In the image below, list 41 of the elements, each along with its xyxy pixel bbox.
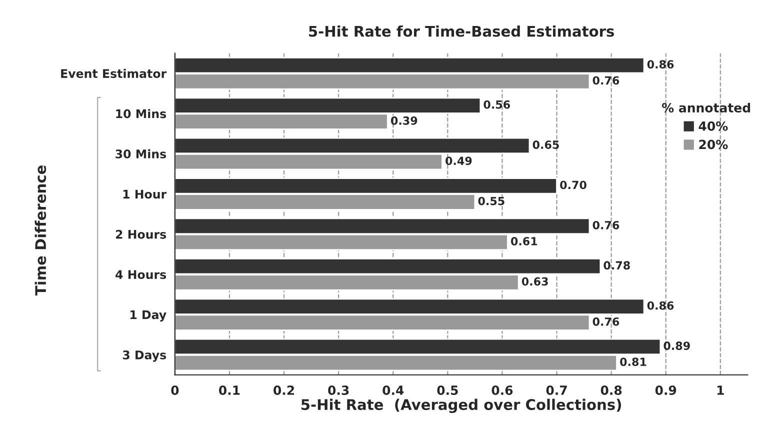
x-tick-label: 0.5 bbox=[437, 386, 458, 395]
data-label: 0.61 bbox=[510, 237, 538, 246]
data-label: 0.76 bbox=[592, 220, 620, 230]
data-label: 0.56 bbox=[484, 100, 510, 109]
y-tick-label: 1 Day bbox=[130, 310, 166, 322]
y-tick-label: 4 Hours bbox=[116, 270, 166, 280]
data-label: 0.39 bbox=[390, 116, 418, 125]
data-label: 0.55 bbox=[478, 196, 504, 206]
y-tick-label: 1 Hour bbox=[123, 190, 167, 199]
y-tick-label: 10 Mins bbox=[116, 109, 166, 118]
data-label: 0.81 bbox=[620, 358, 646, 366]
x-tick-label: 1 bbox=[717, 386, 724, 395]
x-tick-label: 0.1 bbox=[219, 386, 240, 395]
x-tick-label: 0 bbox=[171, 386, 179, 395]
x-tick-label: 0.6 bbox=[492, 386, 513, 395]
data-label: 0.49 bbox=[446, 156, 472, 166]
y-tick-label: 3 Days bbox=[122, 350, 166, 362]
data-label: 0.78 bbox=[604, 261, 630, 270]
x-tick-label: 0.4 bbox=[382, 386, 404, 395]
y-tick-label: Event Estimator bbox=[61, 68, 167, 78]
x-axis-title: 5-Hit Rate (Averaged over Collections) bbox=[301, 398, 621, 414]
data-label: 0.63 bbox=[522, 277, 548, 286]
x-tick-label: 0.9 bbox=[655, 386, 676, 395]
data-label: 0.86 bbox=[647, 301, 674, 310]
y-tick-label: 2 Hours bbox=[116, 230, 166, 239]
x-tick-label: 0.3 bbox=[328, 386, 349, 395]
y-axis-title: Time Difference bbox=[34, 165, 46, 296]
data-label: 0.65 bbox=[532, 140, 559, 149]
data-label: 0.89 bbox=[664, 342, 690, 350]
data-label: 0.76 bbox=[592, 76, 620, 85]
legend-label: 40% bbox=[698, 121, 728, 131]
data-label: 0.86 bbox=[647, 60, 674, 69]
x-tick-label: 0.2 bbox=[274, 386, 294, 395]
x-tick-label: 0.7 bbox=[546, 386, 567, 395]
chart-title: 5-Hit Rate for Time-Based Estimators bbox=[309, 26, 614, 37]
data-label: 0.76 bbox=[592, 317, 620, 326]
x-tick-label: 0.8 bbox=[600, 386, 622, 395]
legend-label: 20% bbox=[699, 140, 728, 150]
legend-title: % annotated bbox=[662, 102, 750, 113]
y-tick-label: 30 Mins bbox=[116, 149, 166, 158]
data-label: 0.70 bbox=[560, 180, 586, 190]
